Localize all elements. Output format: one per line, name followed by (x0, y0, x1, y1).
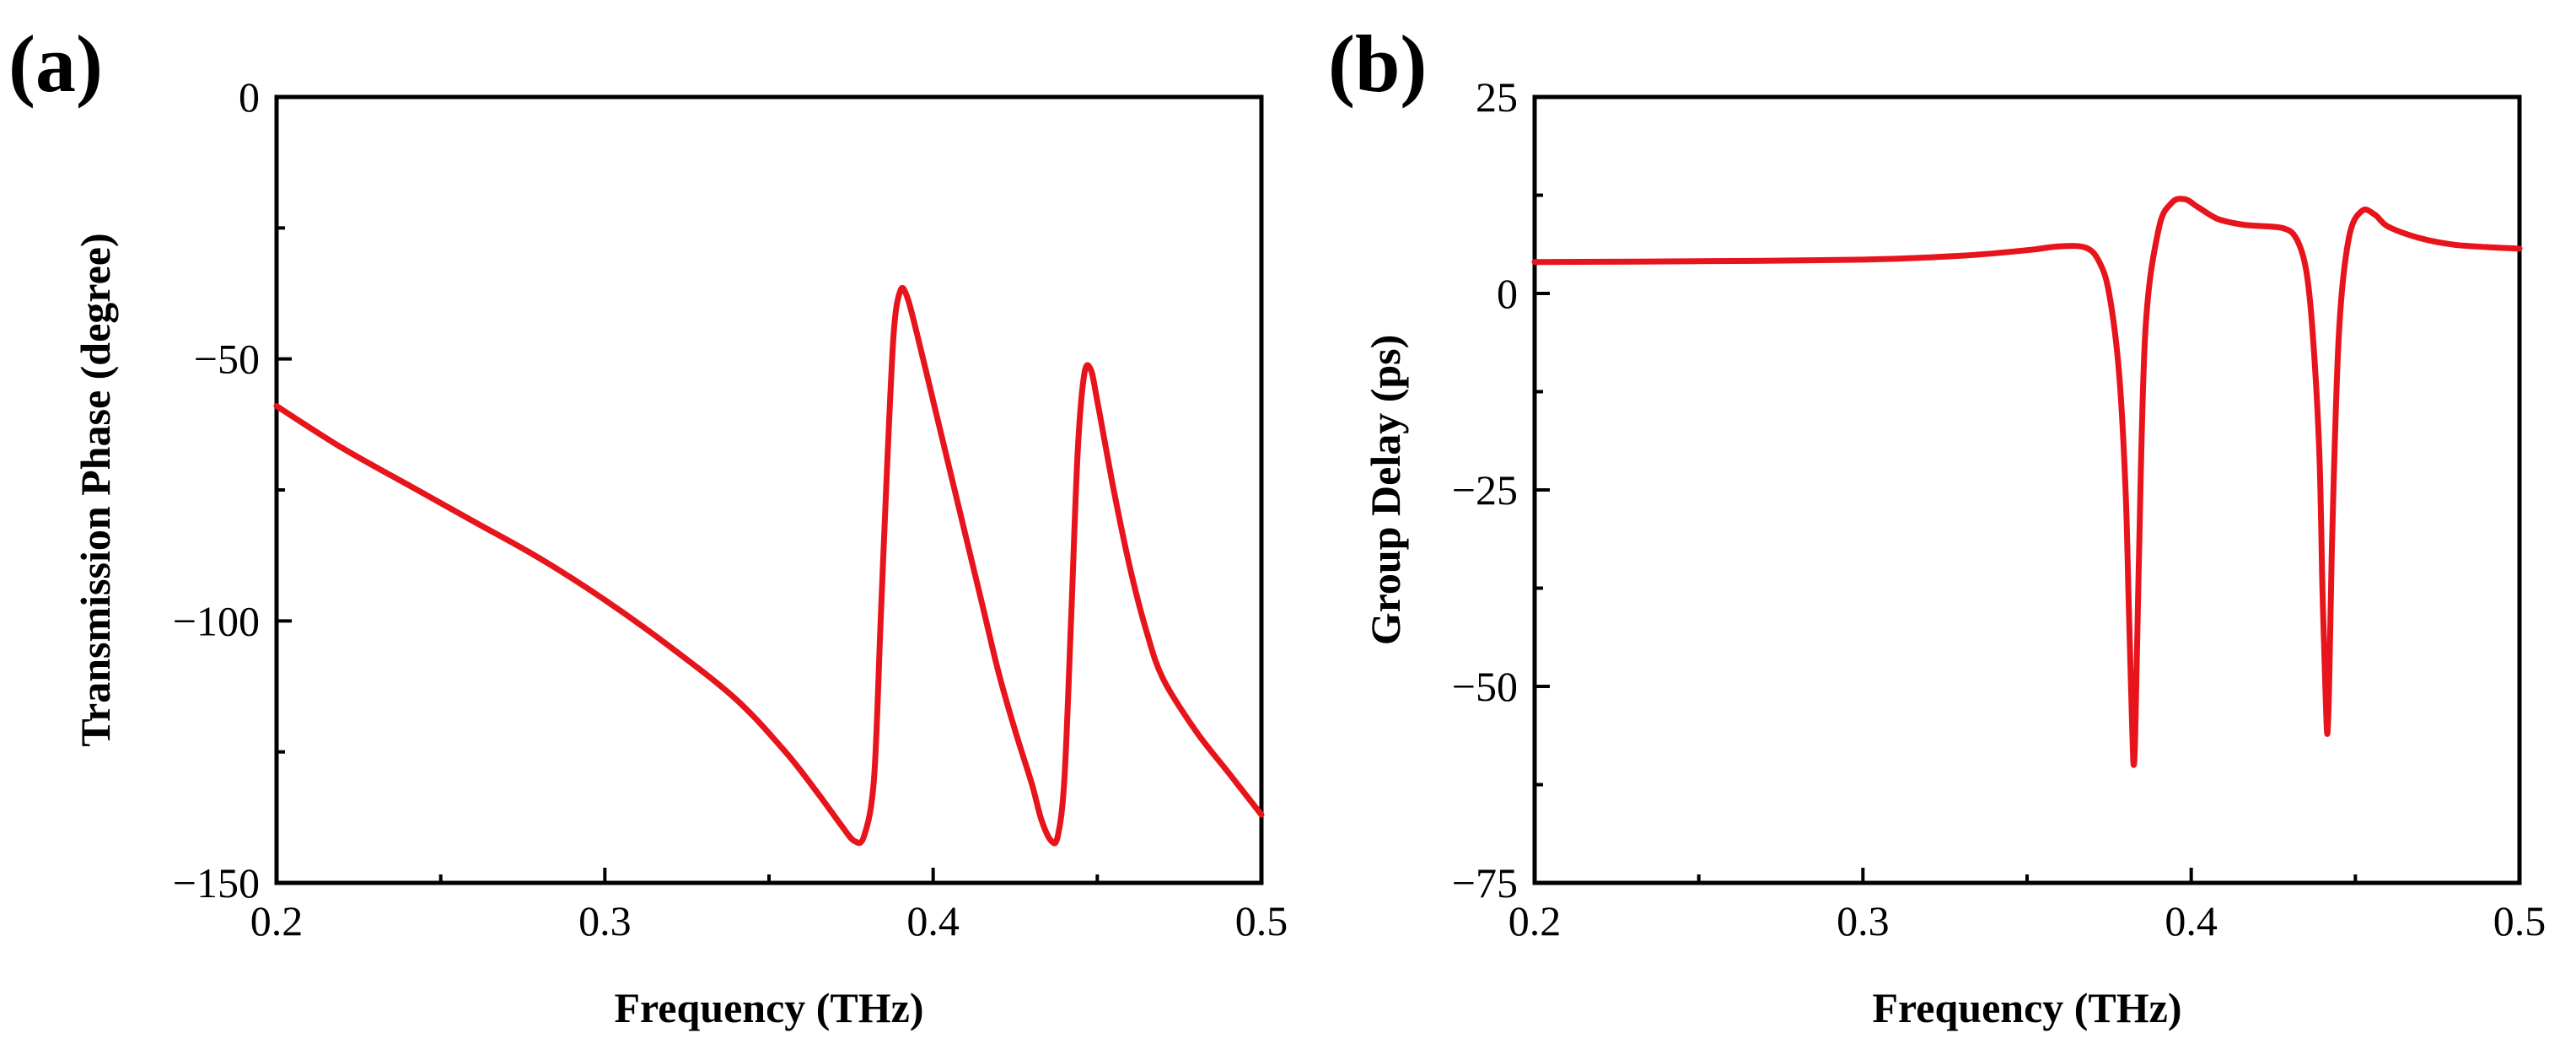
x-tick-label: 0.4 (906, 897, 960, 944)
panel-a-y-axis-title: Transmission Phase (degree) (72, 233, 119, 746)
y-tick-label: −75 (1452, 859, 1518, 906)
panel-a-ticks (275, 95, 1263, 885)
panel-a-label: (a) (8, 19, 103, 109)
x-tick-label: 0.3 (1837, 897, 1890, 944)
y-tick-label: −50 (194, 336, 260, 383)
panel-b: (b) 0.2 0.3 0.4 0.5 −75 −50 −25 0 25 Frequency (… (1328, 19, 2546, 1031)
panel-b-y-axis-title: Group Delay (ps) (1362, 335, 1409, 646)
panel-a-series-line (273, 284, 1265, 847)
x-tick-label: 0.5 (2493, 897, 2546, 944)
x-tick-label: 0.2 (250, 897, 304, 944)
y-tick-label: 25 (1476, 73, 1518, 121)
x-tick-label: 0.4 (2165, 897, 2218, 944)
y-tick-label: 0 (239, 73, 260, 121)
panel-a-x-axis-title: Frequency (THz) (614, 984, 923, 1031)
panel-b-tick-labels: 0.2 0.3 0.4 0.5 −75 −50 −25 0 25 (1452, 73, 2546, 944)
y-tick-label: −150 (173, 859, 260, 906)
x-tick-label: 0.2 (1508, 897, 1562, 944)
y-tick-label: −100 (173, 597, 260, 644)
x-tick-label: 0.3 (578, 897, 632, 944)
panel-b-x-axis-title: Frequency (THz) (1872, 984, 2181, 1031)
y-tick-label: −50 (1452, 663, 1518, 710)
panel-b-ticks (1533, 95, 2521, 885)
panel-a-tick-labels: 0.2 0.3 0.4 0.5 −150 −100 −50 0 (173, 73, 1288, 944)
y-tick-label: −25 (1452, 466, 1518, 514)
x-tick-label: 0.5 (1235, 897, 1288, 944)
panel-b-series-line (1531, 196, 2523, 768)
y-tick-label: 0 (1497, 270, 1518, 317)
panel-a: (a) 0.2 0.3 0.4 0.5 −150 −100 −50 0 Frequency (… (8, 19, 1288, 1031)
panel-b-label: (b) (1328, 19, 1427, 109)
